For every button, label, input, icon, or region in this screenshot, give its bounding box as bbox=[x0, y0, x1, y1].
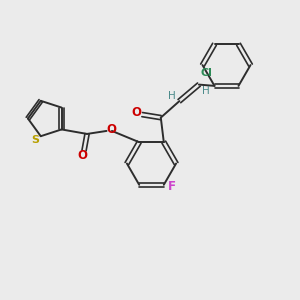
Text: F: F bbox=[168, 180, 176, 193]
Text: H: H bbox=[202, 86, 209, 96]
Text: Cl: Cl bbox=[200, 68, 212, 79]
Text: O: O bbox=[77, 149, 88, 162]
Text: O: O bbox=[106, 123, 116, 136]
Text: O: O bbox=[131, 106, 141, 119]
Text: H: H bbox=[168, 91, 176, 101]
Text: S: S bbox=[32, 135, 40, 145]
